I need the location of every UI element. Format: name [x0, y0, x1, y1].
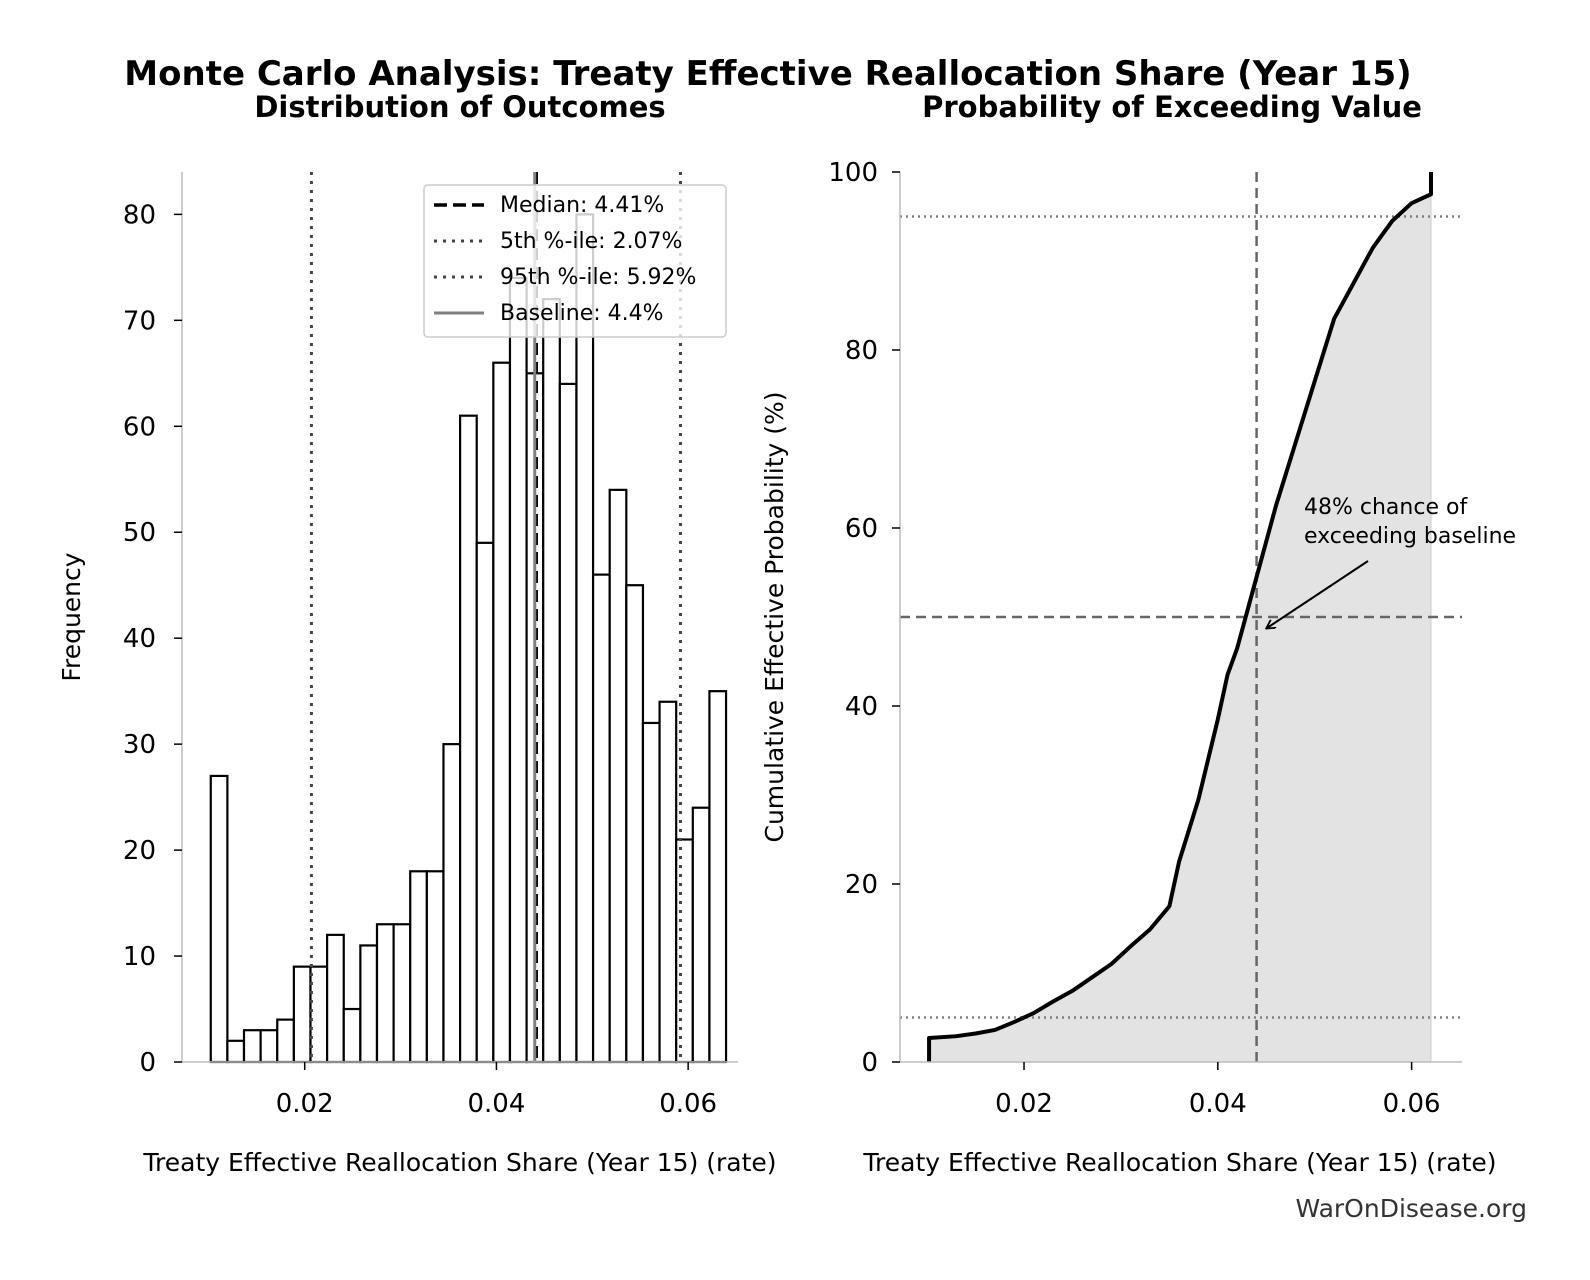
histogram-bar — [591, 573, 611, 1064]
y-tick-label: 60 — [123, 412, 156, 442]
y-tick-label: 60 — [845, 514, 878, 544]
y-tick-label: 30 — [123, 730, 156, 760]
histogram-bar — [309, 965, 329, 1064]
exceedance-ticks: 0 20 40 60 80 100 0.02 0.04 0.06 — [828, 158, 1440, 1119]
histogram-bar — [276, 1018, 295, 1064]
y-tick-label: 10 — [123, 942, 156, 972]
y-tick-label: 0 — [139, 1048, 156, 1078]
histogram-bar — [691, 806, 711, 1064]
histogram-bar — [425, 870, 445, 1064]
histogram-bar — [542, 298, 561, 1064]
y-tick-label: 20 — [123, 836, 156, 866]
histogram-bar — [242, 1029, 262, 1064]
watermark: WarOnDisease.org — [1295, 1194, 1527, 1223]
annotation-line-2: exceeding baseline — [1304, 524, 1516, 549]
histogram-bar — [708, 690, 728, 1064]
histogram-bar — [625, 584, 645, 1064]
histogram-bar — [658, 700, 678, 1064]
x-tick-label: 0.02 — [995, 1089, 1053, 1119]
histogram-bar — [409, 870, 428, 1064]
legend-p95-label: 95th %-ile: 5.92% — [500, 265, 696, 290]
figure-suptitle: Monte Carlo Analysis: Treaty Effective R… — [124, 54, 1411, 94]
histogram-bar — [508, 276, 528, 1064]
exceedance-reference-lines — [900, 172, 1462, 1062]
histogram-bar — [392, 923, 412, 1064]
histogram-bar — [575, 213, 595, 1064]
histogram-bar — [375, 923, 395, 1064]
histogram-bar — [326, 933, 345, 1064]
histogram-legend: Median: 4.41% 5th %-ile: 2.07% 95th %-il… — [423, 184, 727, 338]
x-tick-label: 0.04 — [467, 1089, 525, 1119]
x-tick-label: 0.04 — [1189, 1089, 1247, 1119]
histogram-bar — [359, 944, 379, 1064]
y-tick-label: 100 — [828, 158, 878, 188]
y-tick-label: 20 — [845, 870, 878, 900]
x-tick-label: 0.06 — [1383, 1089, 1441, 1119]
histogram-bar — [226, 1039, 246, 1064]
annotation-line-1: 48% chance of — [1304, 495, 1468, 520]
histogram-bar — [442, 743, 462, 1064]
exceedance-curve — [927, 172, 1433, 1062]
y-tick-label: 0 — [861, 1048, 878, 1078]
histogram-panel: Distribution of Outcomes 0 10 20 30 40 50 60 70… — [57, 90, 777, 1177]
histogram-bar — [259, 1029, 279, 1064]
y-tick-label: 40 — [123, 624, 156, 654]
histogram-bar — [641, 721, 661, 1064]
histogram-bar — [492, 361, 512, 1064]
histogram-bar — [342, 1007, 362, 1064]
histogram-bar — [209, 774, 229, 1064]
x-tick-label: 0.02 — [276, 1089, 334, 1119]
legend-median-label: Median: 4.41% — [500, 193, 664, 218]
legend-baseline-label: Baseline: 4.4% — [500, 301, 664, 326]
histogram-bar — [675, 838, 694, 1064]
histogram-y-label: Frequency — [57, 552, 86, 681]
histogram-bar — [475, 541, 495, 1064]
y-tick-label: 80 — [123, 200, 156, 230]
histogram-ticks: 0 10 20 30 40 50 60 70 80 0.02 0.04 0.06 — [123, 200, 717, 1119]
histogram-bar — [459, 414, 478, 1064]
annotation-arrow — [1267, 560, 1369, 628]
exceedance-title: Probability of Exceeding Value — [922, 90, 1422, 124]
y-tick-label: 80 — [845, 336, 878, 366]
x-tick-label: 0.06 — [659, 1089, 717, 1119]
exceedance-x-label: Treaty Effective Reallocation Share (Yea… — [862, 1148, 1496, 1177]
histogram-title: Distribution of Outcomes — [254, 90, 665, 124]
histogram-x-label: Treaty Effective Reallocation Share (Yea… — [142, 1148, 776, 1177]
y-tick-label: 50 — [123, 518, 156, 548]
exceedance-y-label: Cumulative Effective Probability (%) — [760, 391, 789, 842]
histogram-bar — [292, 965, 312, 1064]
histogram-bar — [608, 488, 628, 1064]
histogram-bar — [558, 382, 578, 1064]
legend-p5-label: 5th %-ile: 2.07% — [500, 229, 682, 254]
y-tick-label: 70 — [123, 306, 156, 336]
exceedance-panel: Probability of Exceeding Value 0 20 40 60 80… — [760, 90, 1516, 1177]
legend-box — [423, 184, 727, 338]
y-tick-label: 40 — [845, 692, 878, 722]
